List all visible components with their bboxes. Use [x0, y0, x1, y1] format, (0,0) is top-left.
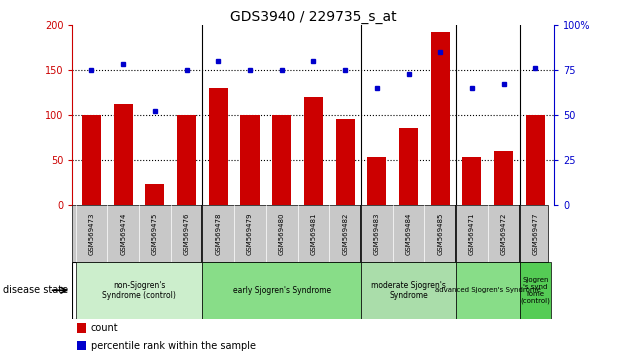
- Text: GSM569476: GSM569476: [183, 212, 190, 255]
- Text: GSM569484: GSM569484: [406, 212, 411, 255]
- Bar: [77, 341, 86, 350]
- Text: GSM569472: GSM569472: [501, 212, 507, 255]
- Text: GSM569483: GSM569483: [374, 212, 380, 255]
- Bar: [113, 104, 133, 205]
- Bar: [77, 323, 86, 333]
- Bar: [209, 88, 228, 205]
- Text: advanced Sjogren's Syndrome: advanced Sjogren's Syndrome: [435, 287, 541, 293]
- Text: early Sjogren's Syndrome: early Sjogren's Syndrome: [232, 286, 331, 295]
- Text: GSM569475: GSM569475: [152, 212, 158, 255]
- Text: percentile rank within the sample: percentile rank within the sample: [91, 341, 256, 350]
- Title: GDS3940 / 229735_s_at: GDS3940 / 229735_s_at: [230, 10, 397, 24]
- Text: disease state: disease state: [3, 285, 68, 295]
- Bar: [494, 151, 513, 205]
- Bar: [520, 262, 551, 319]
- Bar: [76, 262, 202, 319]
- Bar: [202, 262, 361, 319]
- Bar: [82, 115, 101, 205]
- Text: GSM569478: GSM569478: [215, 212, 221, 255]
- Text: GSM569474: GSM569474: [120, 212, 126, 255]
- Bar: [431, 32, 450, 205]
- Text: non-Sjogren's
Syndrome (control): non-Sjogren's Syndrome (control): [102, 281, 176, 300]
- Text: GSM569485: GSM569485: [437, 212, 444, 255]
- Bar: [241, 115, 260, 205]
- Text: GSM569479: GSM569479: [247, 212, 253, 255]
- Text: Sjogren
's synd
rome
(control): Sjogren 's synd rome (control): [520, 276, 551, 304]
- Bar: [336, 119, 355, 205]
- Bar: [361, 262, 456, 319]
- Bar: [146, 184, 164, 205]
- Bar: [399, 128, 418, 205]
- Text: count: count: [91, 323, 118, 333]
- Bar: [272, 115, 291, 205]
- Bar: [456, 262, 520, 319]
- Bar: [462, 156, 481, 205]
- Bar: [304, 97, 323, 205]
- Bar: [526, 115, 545, 205]
- Text: GSM569477: GSM569477: [532, 212, 539, 255]
- Text: GSM569482: GSM569482: [342, 212, 348, 255]
- Bar: [177, 115, 196, 205]
- Bar: [367, 156, 386, 205]
- Text: GSM569481: GSM569481: [311, 212, 316, 255]
- Text: GSM569471: GSM569471: [469, 212, 475, 255]
- Text: moderate Sjogren's
Syndrome: moderate Sjogren's Syndrome: [371, 281, 446, 300]
- Text: GSM569473: GSM569473: [88, 212, 94, 255]
- Text: GSM569480: GSM569480: [278, 212, 285, 255]
